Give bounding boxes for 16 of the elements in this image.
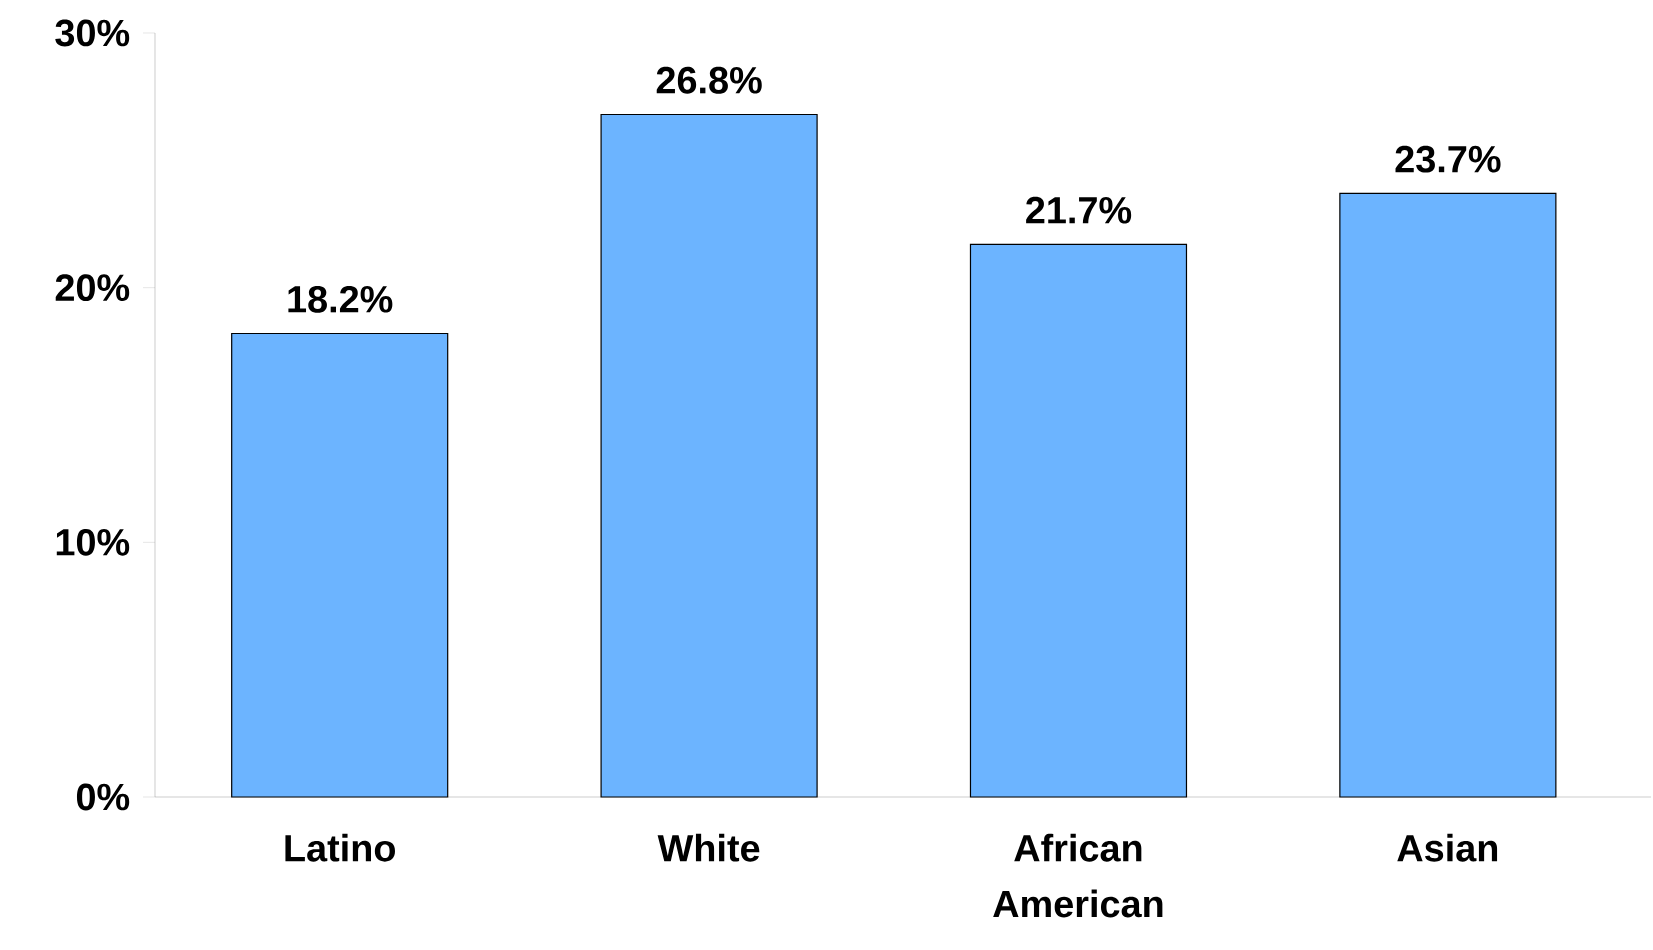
x-tick-label: Latino [285, 833, 395, 862]
bar [231, 332, 449, 798]
data-label: 26.8% [656, 66, 762, 94]
x-tick-label: White [657, 833, 760, 862]
x-tick-label: Asian [1397, 833, 1498, 862]
x-tick-label: African American [993, 833, 1163, 918]
bar [600, 113, 818, 798]
y-tick-label: 30% [55, 19, 130, 47]
y-tick-label: 10% [56, 528, 130, 556]
data-label: 21.7% [1026, 196, 1132, 224]
y-tick-label: 0% [76, 783, 130, 811]
bar [969, 243, 1188, 798]
bar [1339, 192, 1557, 798]
data-label: 18.2% [288, 285, 393, 313]
data-label: 23.7% [1395, 145, 1501, 173]
y-tick-label: 20% [55, 274, 130, 302]
